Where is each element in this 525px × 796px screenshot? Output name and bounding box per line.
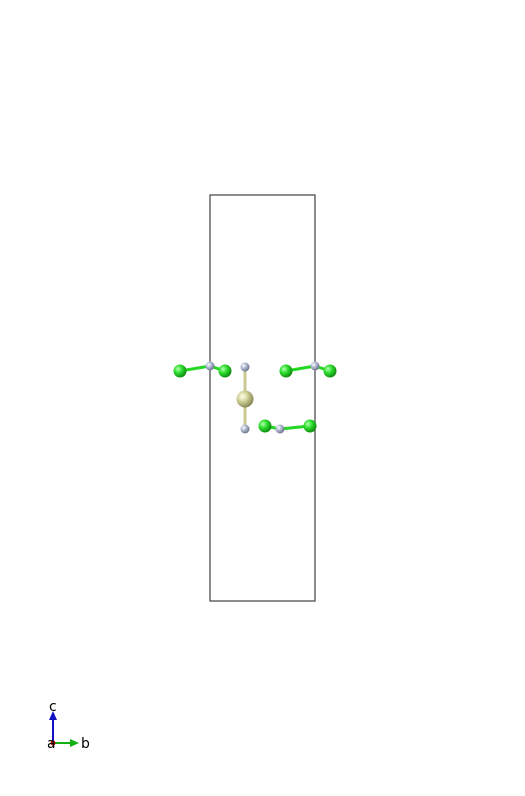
bonds [178,364,332,431]
grey-atom [310,361,320,371]
grey-atom [240,424,250,434]
b-axis-arrowhead [70,739,79,747]
grey-atom [275,424,285,434]
green-atom [173,364,187,378]
green-atom [279,364,293,378]
unit-cell-outline [209,194,316,602]
green-atom [303,419,317,433]
b-axis-label: b [81,736,90,752]
green-atom [323,364,337,378]
c-axis-arrowhead [49,711,57,720]
grey-atom [240,362,250,372]
gold-atom [236,390,254,408]
a-axis-label: a [47,736,56,752]
c-axis-label: c [49,699,57,715]
grey-atom [205,361,215,371]
atoms [173,361,337,434]
green-atom [258,419,272,433]
a-axis-marker [50,740,56,746]
green-atom [218,364,232,378]
axis-indicator: c a b [47,699,90,752]
